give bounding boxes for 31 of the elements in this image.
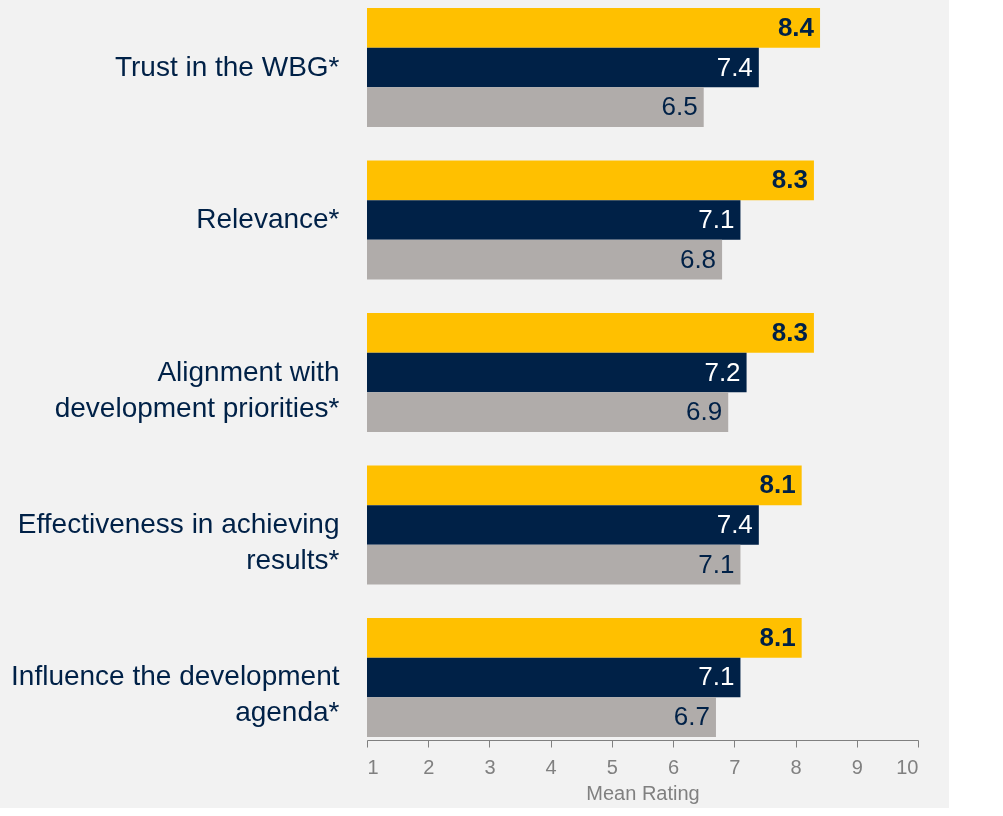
- data-label: 7.1: [698, 204, 735, 235]
- x-tick-label: 5: [606, 755, 618, 778]
- y-tick-label: Trust in the WBG*: [114, 50, 340, 82]
- x-axis-title: Mean Rating: [586, 781, 700, 804]
- y-tick-label: Relevance*: [196, 203, 340, 235]
- x-tick-label: 9: [851, 755, 863, 778]
- data-label: 8.1: [759, 469, 796, 500]
- x-tick-label: 10: [896, 755, 919, 778]
- data-label: 7.2: [704, 356, 741, 387]
- data-label: 7.4: [716, 51, 753, 82]
- data-label: 7.1: [698, 548, 735, 579]
- x-tick-label: 3: [484, 755, 496, 778]
- x-tick-label: 8: [790, 755, 802, 778]
- x-tick-label: 1: [367, 755, 379, 778]
- x-tick-label: 7: [729, 755, 741, 778]
- data-label: 6.5: [661, 91, 698, 122]
- data-label: 6.8: [679, 243, 717, 274]
- data-label: 8.3: [771, 164, 808, 195]
- data-label: 7.1: [698, 661, 735, 692]
- data-label: 8.3: [771, 316, 808, 347]
- x-tick-label: 2: [423, 755, 435, 778]
- y-tick-label: Alignment with development priorities*: [54, 355, 340, 423]
- x-tick-label: 4: [545, 755, 557, 778]
- data-label: 8.4: [777, 11, 815, 42]
- y-tick-label: Influence the development agenda*: [11, 660, 340, 728]
- data-label: 8.1: [759, 621, 796, 652]
- data-label: 6.9: [686, 396, 723, 427]
- x-tick-label: 6: [668, 755, 680, 778]
- data-label: 6.7: [673, 701, 710, 732]
- data-label: 7.4: [716, 508, 753, 539]
- y-tick-label: Effectiveness in achieving results*: [17, 507, 340, 575]
